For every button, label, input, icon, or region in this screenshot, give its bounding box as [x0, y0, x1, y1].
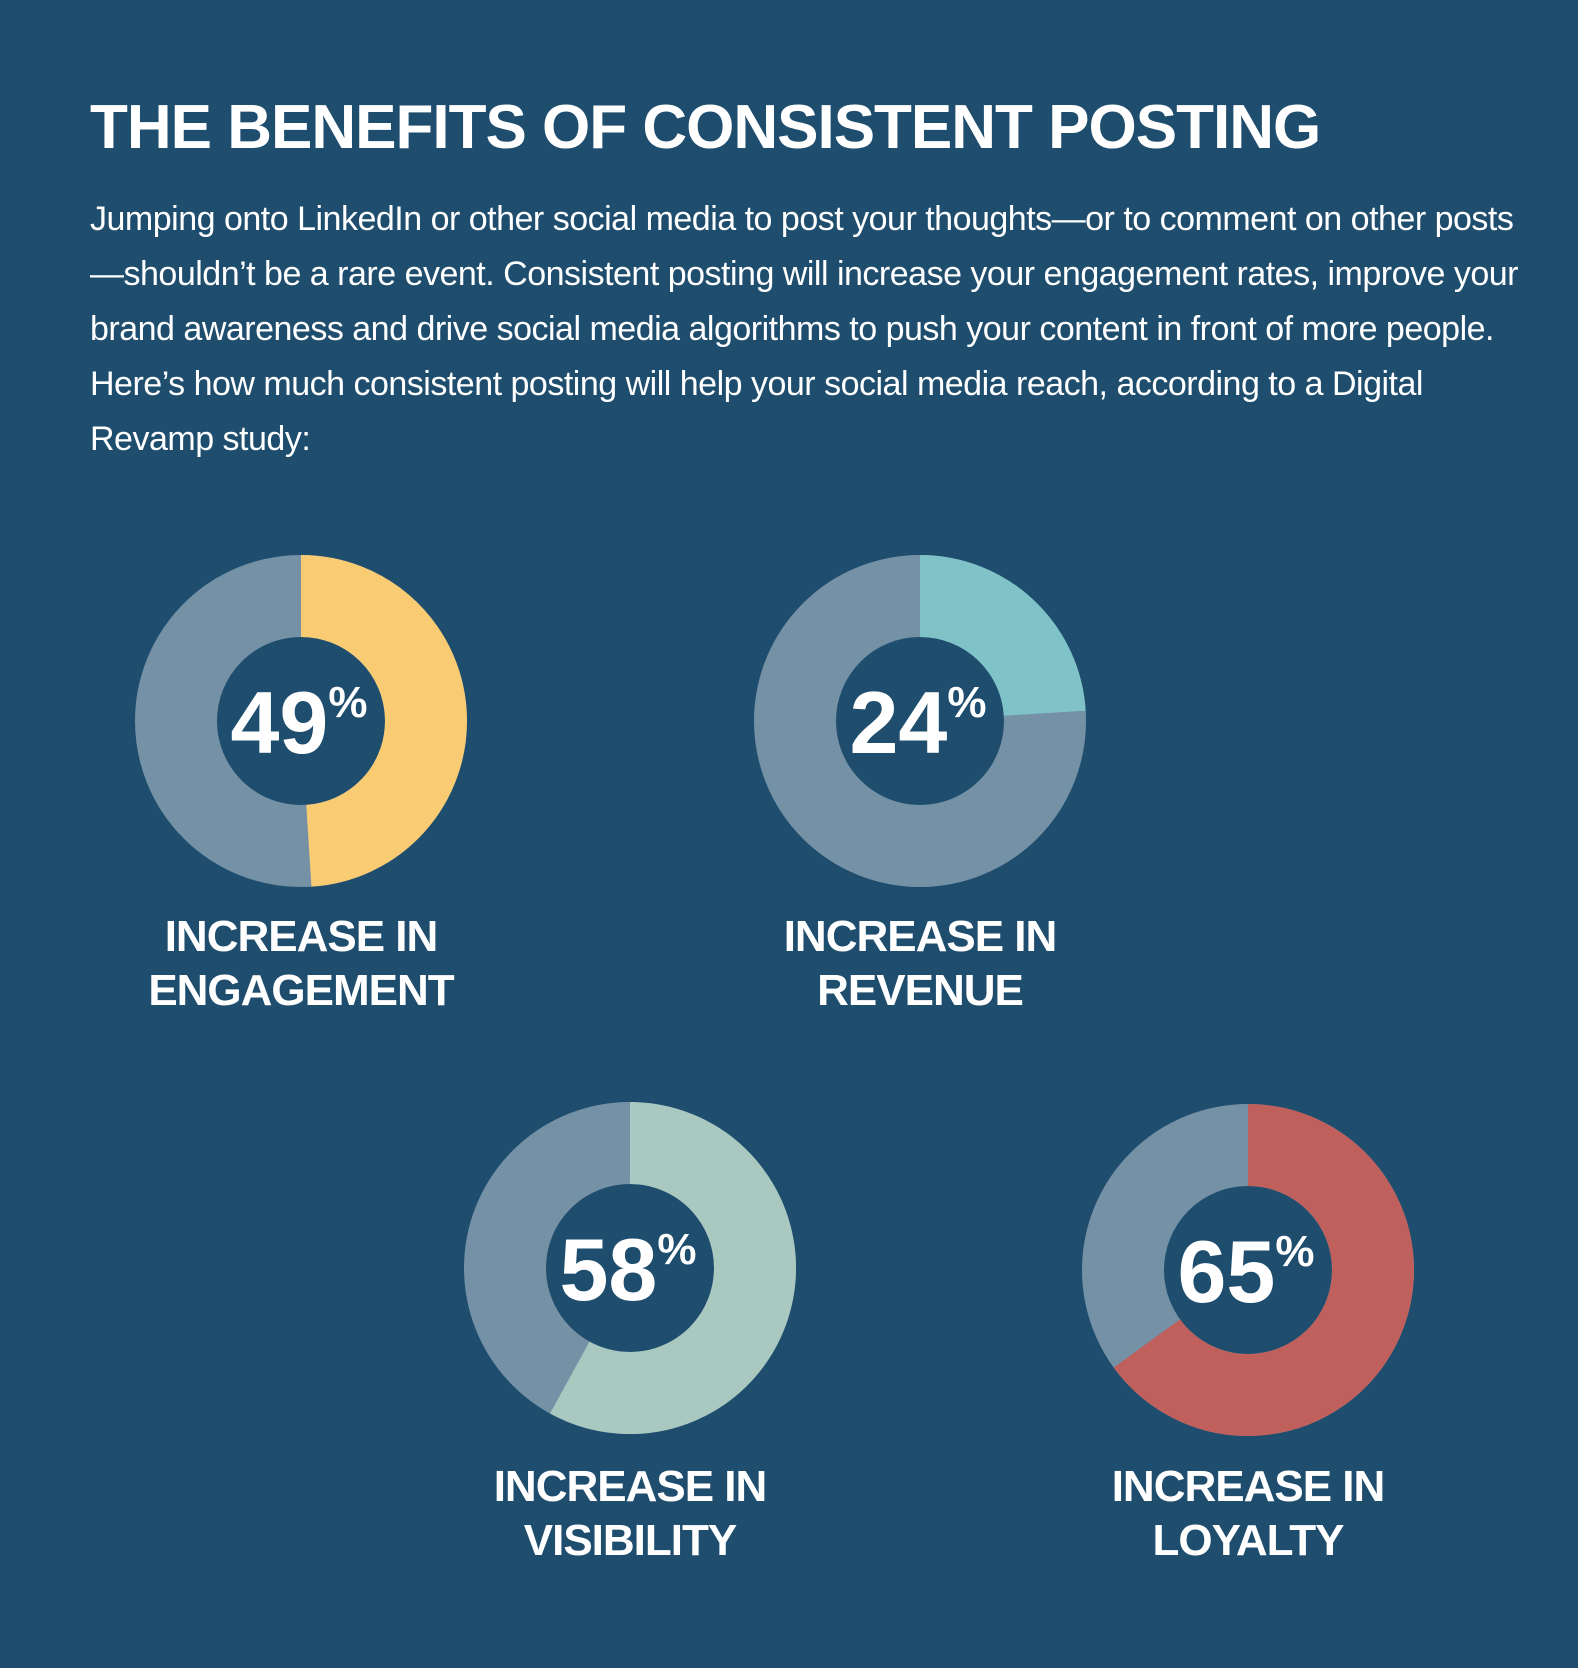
chart-label: INCREASE IN LOYALTY — [1111, 1462, 1386, 1565]
donut-segment — [918, 555, 1086, 718]
center-value: 49% — [230, 673, 367, 772]
page-title: THE BENEFITS OF CONSISTENT POSTING — [90, 93, 1321, 162]
center-value: 65% — [1177, 1222, 1314, 1321]
intro-text: Jumping onto LinkedIn or other social me… — [90, 200, 1519, 458]
chart-label: INCREASE IN REVENUE — [783, 912, 1058, 1015]
donut-segment — [299, 555, 467, 887]
chart-label: INCREASE IN ENGAGEMENT — [148, 912, 454, 1015]
donut-segment — [1113, 1104, 1414, 1436]
donut-segment — [550, 1102, 796, 1434]
chart-label: INCREASE IN VISIBILITY — [493, 1462, 768, 1565]
center-value: 58% — [559, 1220, 696, 1319]
center-value: 24% — [849, 673, 986, 772]
